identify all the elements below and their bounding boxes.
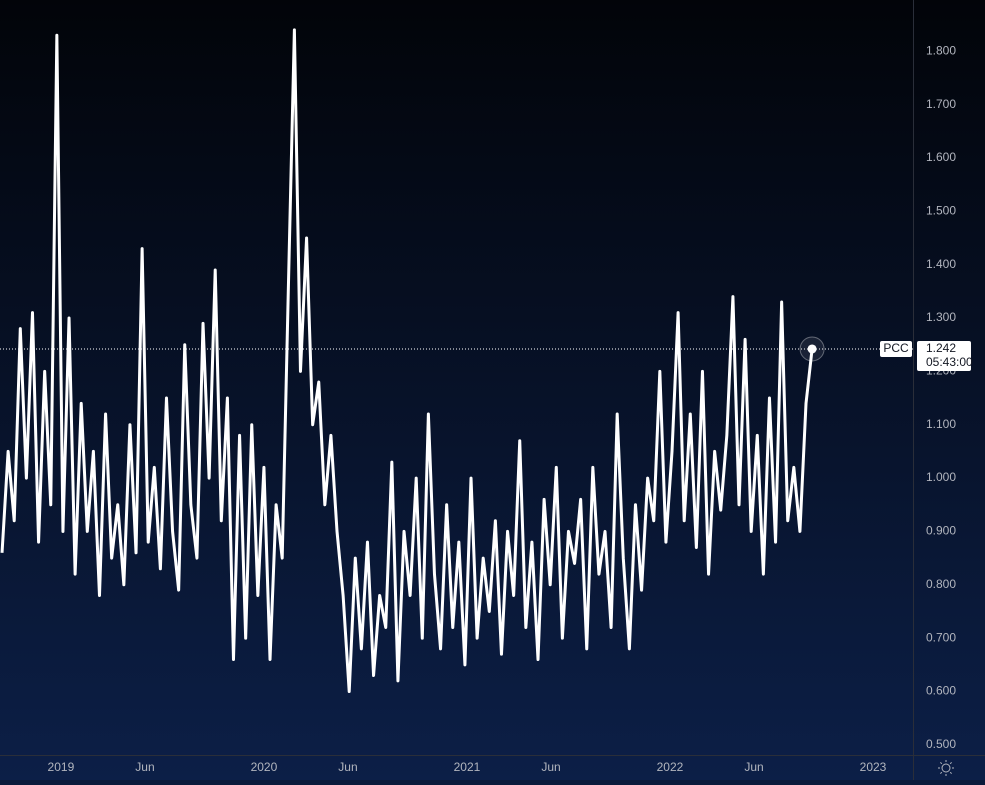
x-tick-label: Jun — [541, 760, 560, 774]
countdown: 05:43:00 — [926, 355, 973, 369]
price-label: 1.242 — [926, 341, 956, 355]
y-tick-label: 1.700 — [926, 97, 956, 111]
y-tick-label: 1.800 — [926, 43, 956, 57]
series-name-tag — [880, 340, 912, 357]
y-tick-label: 1.000 — [926, 470, 956, 484]
price-tag — [917, 340, 971, 371]
y-tick-label: 0.700 — [926, 630, 956, 644]
y-tick-label: 0.900 — [926, 524, 956, 538]
x-tick-label: 2023 — [860, 760, 887, 774]
y-tick-label: 0.500 — [926, 737, 956, 751]
x-tick-label: 2022 — [657, 760, 684, 774]
x-tick-label: Jun — [744, 760, 763, 774]
x-tick-label: 2020 — [251, 760, 278, 774]
y-tick-label: 1.500 — [926, 203, 956, 217]
series-name: PCC — [883, 341, 909, 355]
y-tick-label: 0.800 — [926, 577, 956, 591]
y-tick-label: 0.600 — [926, 684, 956, 698]
x-tick-label: 2019 — [48, 760, 75, 774]
y-tick-label: 1.400 — [926, 257, 956, 271]
x-tick-label: 2021 — [454, 760, 481, 774]
x-tick-label: Jun — [338, 760, 357, 774]
y-tick-label: 1.600 — [926, 150, 956, 164]
settings-icon[interactable] — [938, 760, 954, 776]
last-point — [807, 344, 817, 354]
x-tick-label: Jun — [135, 760, 154, 774]
y-tick-label: 1.300 — [926, 310, 956, 324]
data-line — [0, 28, 814, 694]
y-tick-label: 1.100 — [926, 417, 956, 431]
